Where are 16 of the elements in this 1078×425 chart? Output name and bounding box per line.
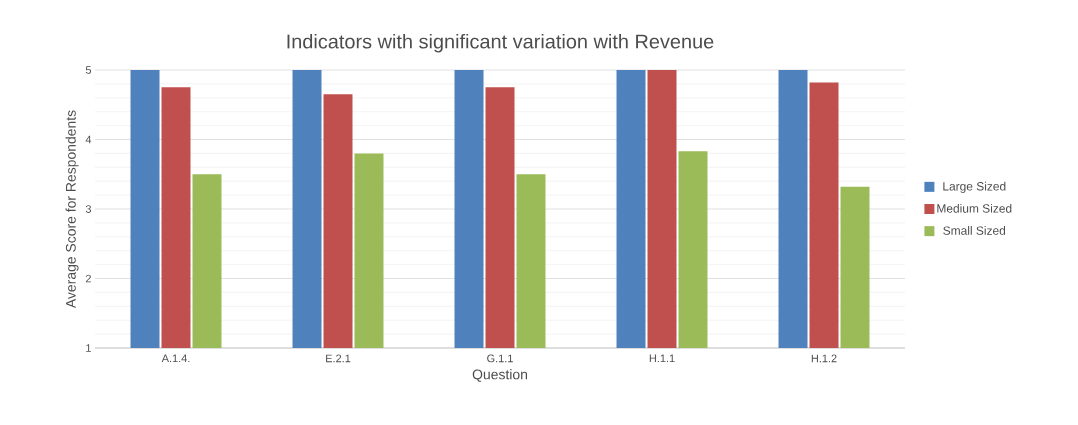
x-tick-label: E.2.1 (326, 354, 351, 363)
legend-label: Large Sized (943, 181, 1006, 193)
x-tick-label: G.1.1 (487, 354, 513, 363)
y-axis-title: Average Score for Respondents (65, 110, 79, 309)
y-tick-label: 1 (86, 344, 91, 352)
x-axis-title: Question (472, 369, 528, 382)
y-tick-label: 2 (85, 274, 91, 283)
x-tick-label: H.1.1 (649, 354, 675, 363)
x-tick-label: A.1.4. (161, 354, 190, 363)
y-tick-label: 3 (85, 205, 91, 213)
y-tick-label: 4 (85, 135, 92, 144)
chart-title: Indicators with significant variation with Revenue (287, 33, 714, 53)
legend-label: Medium Sized (937, 203, 1012, 213)
x-tick-label: H.1.2 (811, 354, 837, 363)
legend-label: Small Sized (943, 226, 1006, 235)
y-tick-label: 5 (85, 66, 92, 74)
